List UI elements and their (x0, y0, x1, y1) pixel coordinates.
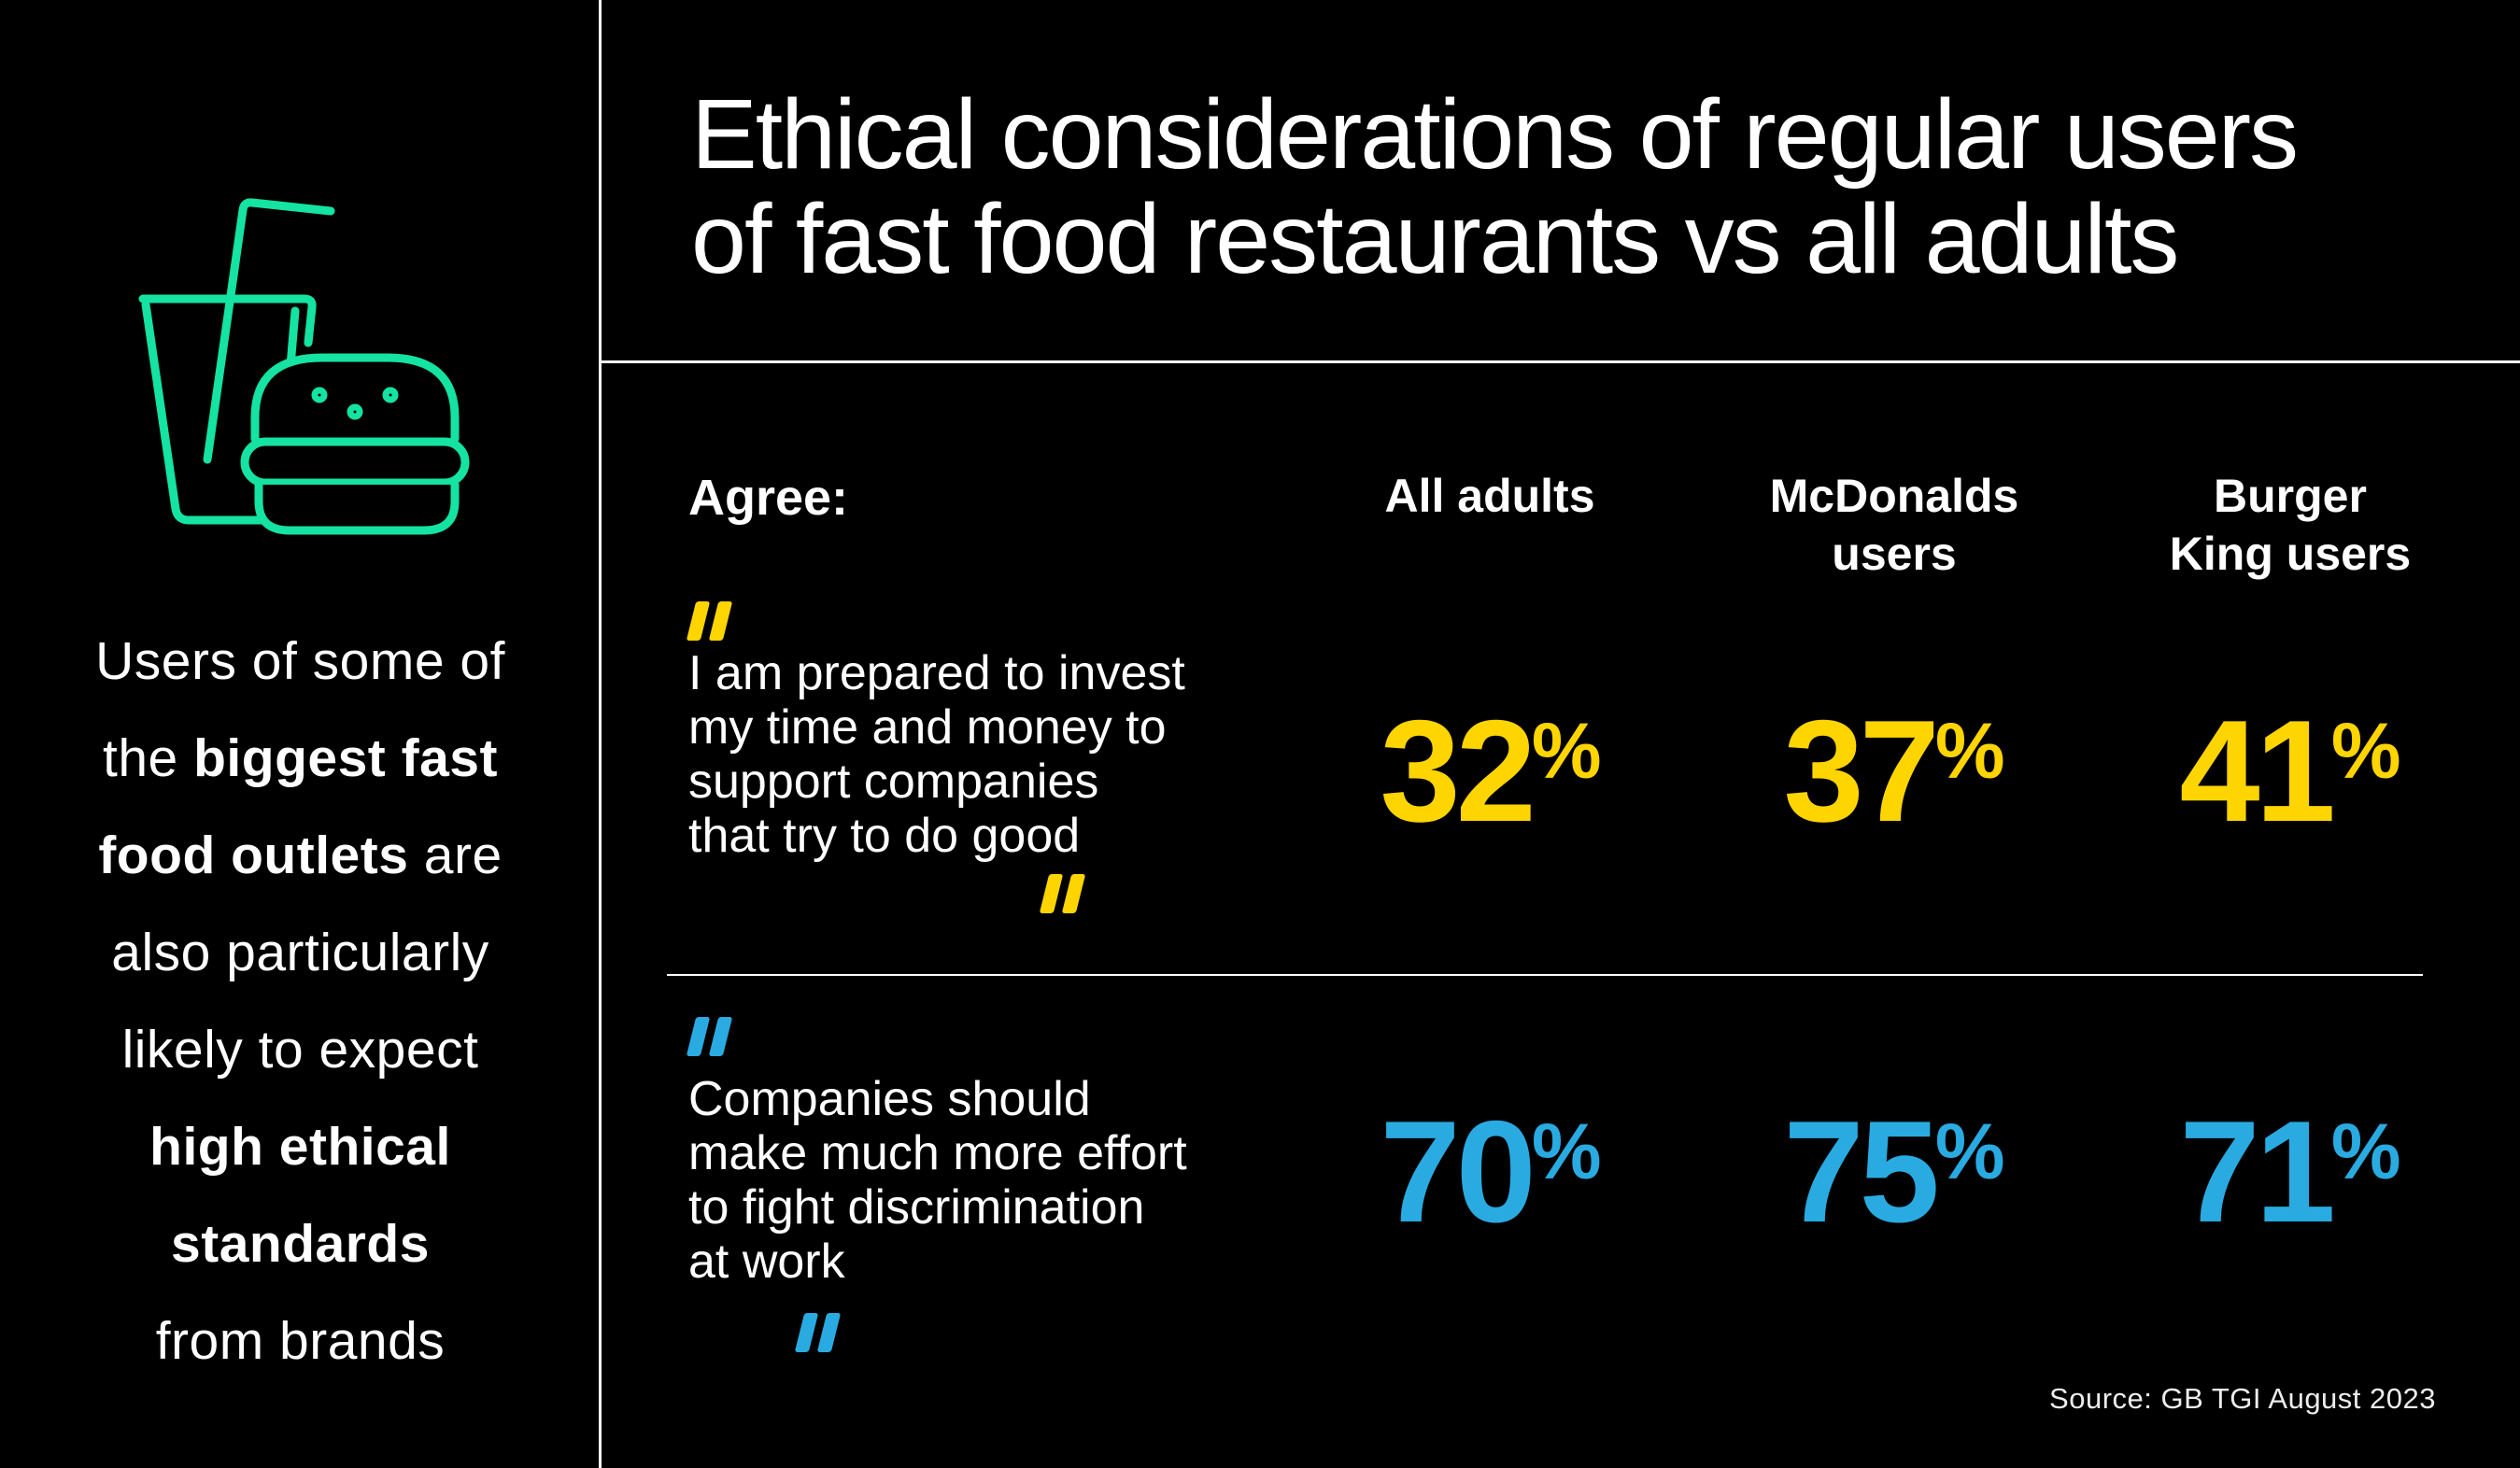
value-number: 32 (1380, 690, 1536, 852)
percent-sign: % (1531, 1108, 1602, 1195)
vertical-divider (599, 0, 602, 1468)
column-header-line: Burger (2214, 470, 2367, 522)
column-header-line: All adults (1384, 470, 1595, 522)
value-burger-king-row-1: 41% (2150, 699, 2430, 843)
title-line-1: Ethical considerations of regular users (691, 79, 2299, 190)
value-burger-king-row-2: 71% (2150, 1099, 2430, 1244)
sidebar-paragraph: Users of some of the biggest fast food o… (28, 613, 573, 1390)
source-note: Source: GB TGI August 2023 (2049, 1382, 2436, 1415)
value-all-adults-row-2: 70% (1351, 1099, 1631, 1244)
text-run: are (408, 826, 503, 885)
percent-sign: % (1934, 707, 2005, 795)
value-mcdonalds-row-2: 75% (1754, 1099, 2034, 1244)
text-run: also particularly (111, 923, 489, 982)
text-run-bold: food outlets (98, 826, 409, 885)
text-run: Users of some of (95, 631, 505, 691)
title-line-2: of fast food restaurants vs all adults (691, 184, 2179, 294)
quote-line: support companies (688, 755, 1099, 809)
open-quote-icon (686, 601, 743, 644)
value-number: 41 (2179, 690, 2335, 852)
quote-line: at work (688, 1235, 845, 1289)
sidebar-line: also particularly (28, 904, 573, 1001)
column-header-line: McDonalds (1769, 470, 2019, 522)
quote-line: that try to do good (688, 809, 1081, 863)
column-header-line: King users (2169, 528, 2412, 580)
sidebar-line: Users of some of (28, 613, 573, 710)
fastfood-drink-and-burger-icon (121, 173, 476, 546)
text-run: the (103, 728, 194, 788)
column-header-line: users (1832, 528, 1957, 580)
title-divider (602, 360, 2520, 363)
column-header-mcdonalds-users: McDonalds users (1745, 467, 2044, 583)
close-quote-icon (794, 1313, 852, 1356)
sidebar-line: the biggest fast (28, 710, 573, 807)
agree-label: Agree: (688, 470, 849, 526)
text-run-bold: biggest fast (193, 728, 498, 788)
value-mcdonalds-row-1: 37% (1754, 699, 2034, 843)
quote-line: Companies should (688, 1072, 1091, 1126)
column-header-burger-king-users: Burger King users (2150, 467, 2430, 583)
text-run-bold: high ethical (149, 1117, 451, 1177)
text-run: likely to expect (121, 1020, 479, 1080)
text-run-bold: standards (171, 1214, 430, 1274)
page-title: Ethical considerations of regular users … (691, 82, 2466, 291)
quote-line: make much more effort (688, 1126, 1187, 1180)
value-number: 37 (1783, 690, 1939, 852)
quote-line: my time and money to (688, 700, 1167, 755)
sidebar-line: standards (28, 1195, 573, 1292)
column-header-all-adults: All adults (1350, 467, 1630, 525)
sidebar-line: from brands (28, 1292, 573, 1390)
close-quote-icon (1039, 874, 1097, 917)
sidebar-line: food outlets are (28, 807, 573, 904)
sidebar-line: high ethical (28, 1098, 573, 1195)
text-run: from brands (155, 1311, 446, 1371)
quote-line: I am prepared to invest (688, 646, 1185, 700)
percent-sign: % (1934, 1108, 2005, 1195)
quote-line: to fight discrimination (688, 1180, 1145, 1235)
value-number: 70 (1380, 1091, 1536, 1252)
value-all-adults-row-1: 32% (1351, 699, 1631, 843)
sidebar-line: likely to expect (28, 1001, 573, 1098)
quote-row-1: I am prepared to invest my time and mone… (688, 646, 1324, 863)
percent-sign: % (1531, 707, 1602, 795)
value-number: 75 (1783, 1091, 1939, 1252)
percent-sign: % (2330, 1108, 2401, 1195)
percent-sign: % (2330, 707, 2401, 795)
quote-row-2: Companies should make much more effort t… (688, 1072, 1324, 1289)
value-number: 71 (2179, 1091, 2335, 1252)
open-quote-icon (686, 1017, 743, 1060)
row-divider (667, 974, 2423, 976)
